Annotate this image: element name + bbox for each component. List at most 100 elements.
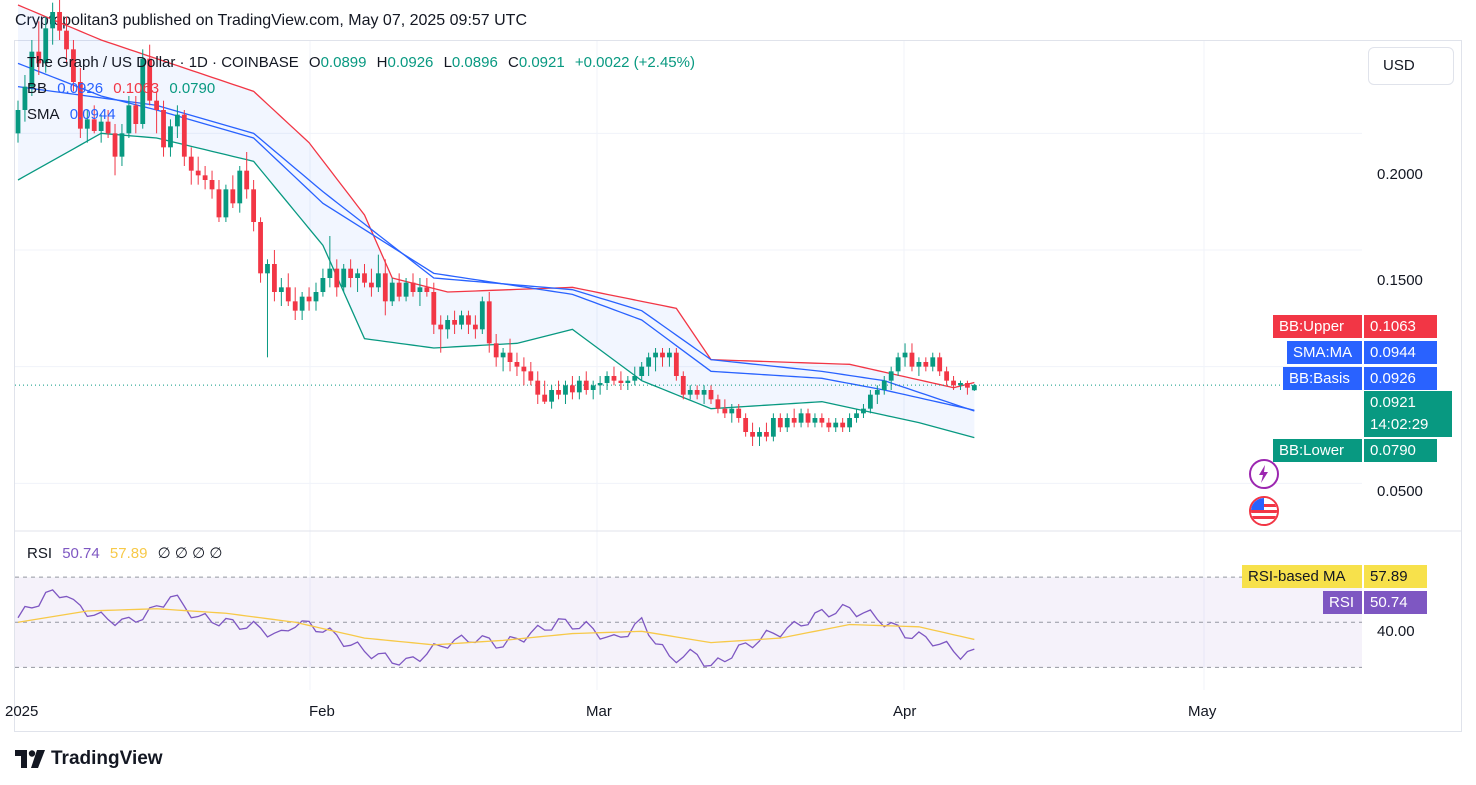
candle-body: [625, 380, 631, 383]
candle-body: [147, 58, 153, 101]
candle-body: [909, 352, 915, 367]
candle-body: [798, 413, 804, 423]
publisher-line: Cryptopolitan3 published on TradingView.…: [15, 12, 528, 29]
bb-fill: [18, 5, 975, 438]
candle-body: [244, 170, 250, 190]
candle-body: [445, 320, 451, 330]
candle-body: [112, 133, 118, 157]
candle-body: [770, 418, 776, 437]
candle-body: [826, 422, 832, 428]
open-label: O: [308, 54, 321, 71]
us-flag-event-icon[interactable]: [1249, 496, 1279, 526]
sma-legend[interactable]: SMA 0.0944: [27, 106, 122, 123]
rsi-legend[interactable]: RSI 50.74 57.89 ∅ ∅ ∅ ∅: [27, 544, 228, 562]
candle-body: [161, 110, 166, 148]
candle-body: [507, 352, 513, 362]
tradingview-name: TradingView: [51, 748, 163, 769]
rsi-ma-tag-value: 57.89: [1364, 565, 1427, 588]
candle-body: [743, 418, 749, 432]
candle-body: [431, 292, 437, 325]
candle-body: [895, 357, 901, 372]
tradingview-mark-icon: [15, 750, 45, 768]
sma-value: 0.0944: [69, 106, 116, 123]
candle-body: [514, 362, 520, 367]
candle-body: [618, 380, 624, 383]
time-tick-may: May: [1188, 703, 1217, 720]
candle-body: [937, 357, 943, 372]
currency-button[interactable]: USD: [1368, 47, 1454, 85]
candle-body: [348, 268, 354, 278]
candle-body: [306, 296, 312, 302]
candle-body: [563, 385, 568, 395]
candle-body: [188, 156, 194, 171]
candle-body: [285, 287, 291, 302]
rsi-value: 50.74: [62, 545, 100, 562]
candle-body: [861, 408, 866, 414]
candle-body: [91, 119, 97, 131]
candle-body: [736, 408, 742, 418]
candle-body: [667, 352, 672, 358]
candle-body: [369, 282, 374, 288]
rsi-tag-label: RSI: [1323, 591, 1362, 614]
bb-lower-tag-label: BB:Lower: [1273, 439, 1362, 462]
high-value: 0.0926: [387, 54, 434, 71]
lightning-event-icon[interactable]: [1249, 459, 1279, 489]
candle-body: [971, 385, 977, 391]
low-label: L: [443, 54, 452, 71]
candle-body: [542, 394, 548, 402]
bb-basis-tag-label: BB:Basis: [1283, 367, 1362, 390]
candles: [15, 0, 977, 446]
bb-lower-value: 0.0790: [169, 80, 216, 97]
bb-legend[interactable]: BB 0.0926 0.1063 0.0790: [27, 80, 221, 97]
candle-body: [168, 126, 173, 148]
bb-upper-value: 0.1063: [113, 80, 160, 97]
bb-label: BB: [27, 80, 48, 97]
candle-body: [278, 287, 284, 292]
candle-body: [888, 371, 894, 381]
candle-body: [965, 383, 970, 388]
candle-body: [382, 273, 388, 302]
candle-body: [105, 121, 111, 134]
candle-body: [590, 385, 596, 390]
candle-body: [119, 133, 125, 157]
candle-body: [43, 28, 49, 64]
candle-body: [930, 357, 936, 367]
sma-label: SMA: [27, 106, 60, 123]
candle-body: [639, 366, 645, 376]
rsi-tick-40: 40.00: [1377, 623, 1415, 640]
candle-body: [916, 362, 922, 367]
candle-body: [722, 408, 728, 414]
candle-body: [216, 189, 222, 218]
candle-body: [646, 357, 652, 367]
last-price-value: 0.0921: [1370, 394, 1416, 411]
bb-upper-tag-label: BB:Upper: [1273, 315, 1362, 338]
candle-body: [597, 383, 603, 386]
candle-body: [680, 376, 686, 395]
candle-body: [341, 268, 347, 288]
candle-body: [403, 282, 409, 297]
candle-body: [583, 380, 589, 390]
sma-tag-value: 0.0944: [1364, 341, 1437, 364]
symbol-name: The Graph / US Dollar · 1D · COINBASE: [27, 54, 299, 71]
tradingview-logo[interactable]: TradingView: [15, 748, 163, 770]
candle-body: [355, 273, 360, 278]
rsi-label: RSI: [27, 545, 53, 562]
price-tick-0050: 0.0500: [1377, 483, 1423, 500]
rsi-pane: [15, 576, 1362, 668]
candle-body: [708, 390, 714, 400]
time-tick-apr: Apr: [893, 703, 917, 720]
bb-upper-tag-value: 0.1063: [1364, 315, 1437, 338]
candle-body: [757, 432, 762, 437]
candle-body: [154, 100, 159, 110]
candle-body: [84, 119, 90, 129]
candle-body: [126, 105, 132, 134]
candle-body: [715, 399, 721, 409]
price-tick-0200: 0.2000: [1377, 166, 1423, 183]
candle-body: [223, 189, 229, 218]
candle-body: [389, 282, 395, 302]
candle-body: [958, 383, 963, 386]
candle-body: [847, 418, 852, 428]
candle-body: [258, 222, 263, 274]
candle-body: [230, 189, 236, 204]
